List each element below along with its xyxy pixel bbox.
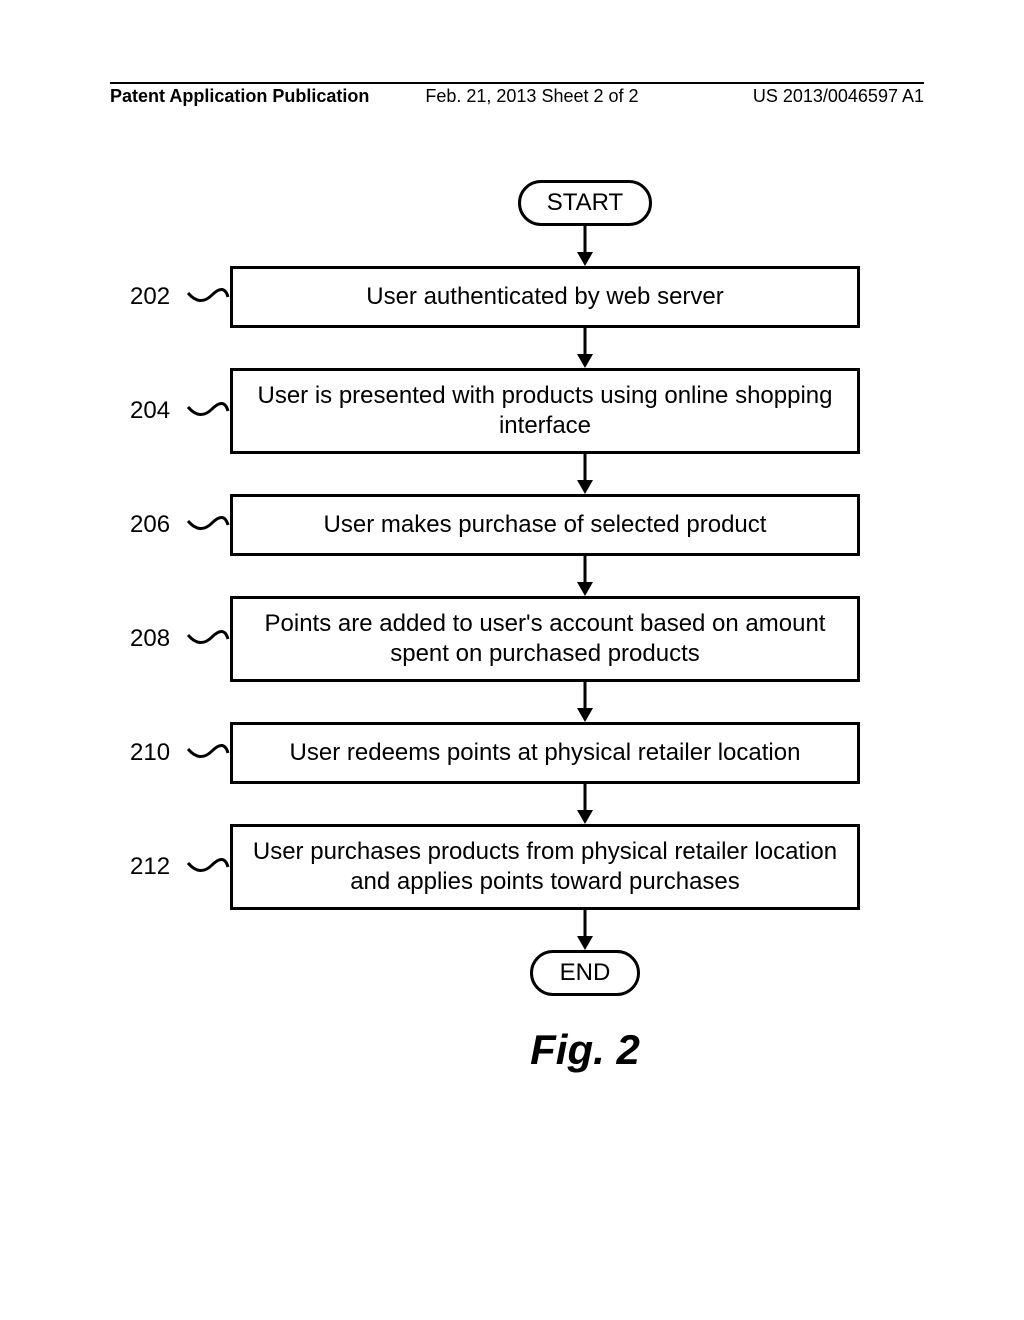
step-ref: 206: [130, 511, 186, 539]
flowchart: START 202 User authenticated by web serv…: [130, 180, 900, 1074]
step-206: 206 User makes purchase of selected prod…: [130, 494, 900, 556]
step-204: 204 User is presented with products usin…: [130, 368, 900, 454]
step-208: 208 Points are added to user's account b…: [130, 596, 900, 682]
step-ref: 202: [130, 283, 186, 311]
arrow-202-to-204: [270, 328, 900, 368]
arrow-212-to-end: [270, 910, 900, 950]
arrow-208-to-210: [270, 682, 900, 722]
step-box: User makes purchase of selected product: [230, 494, 860, 556]
arrow-210-to-212: [270, 784, 900, 824]
step-ref: 210: [130, 739, 186, 767]
step-210: 210 User redeems points at physical reta…: [130, 722, 900, 784]
end-terminal: END: [530, 950, 640, 996]
start-terminal-wrap: START: [270, 180, 900, 226]
page: Patent Application Publication Feb. 21, …: [0, 0, 1024, 1320]
page-header: Patent Application Publication Feb. 21, …: [110, 86, 924, 107]
step-ref: 204: [130, 397, 186, 425]
leader-line-icon: [186, 741, 230, 765]
arrow-206-to-208: [270, 556, 900, 596]
arrow-down-icon: [573, 556, 597, 596]
step-box: Points are added to user's account based…: [230, 596, 860, 682]
arrow-down-icon: [573, 682, 597, 722]
step-ref: 212: [130, 853, 186, 881]
arrow-down-icon: [573, 784, 597, 824]
leader-line-icon: [186, 855, 230, 879]
arrow-down-icon: [573, 910, 597, 950]
step-202: 202 User authenticated by web server: [130, 266, 900, 328]
step-box: User authenticated by web server: [230, 266, 860, 328]
arrow-down-icon: [573, 226, 597, 266]
arrow-start-to-202: [270, 226, 900, 266]
step-ref: 208: [130, 625, 186, 653]
figure-label: Fig. 2: [270, 1026, 900, 1074]
header-rule: [110, 82, 924, 84]
arrow-down-icon: [573, 328, 597, 368]
arrow-204-to-206: [270, 454, 900, 494]
start-terminal: START: [518, 180, 652, 226]
arrow-down-icon: [573, 454, 597, 494]
leader-line-icon: [186, 285, 230, 309]
step-212: 212 User purchases products from physica…: [130, 824, 900, 910]
leader-line-icon: [186, 627, 230, 651]
end-terminal-wrap: END: [270, 950, 900, 996]
leader-line-icon: [186, 399, 230, 423]
leader-line-icon: [186, 513, 230, 537]
header-left: Patent Application Publication: [110, 86, 369, 107]
header-right: US 2013/0046597 A1: [753, 86, 924, 107]
step-box: User is presented with products using on…: [230, 368, 860, 454]
step-box: User purchases products from physical re…: [230, 824, 860, 910]
step-box: User redeems points at physical retailer…: [230, 722, 860, 784]
header-mid: Feb. 21, 2013 Sheet 2 of 2: [425, 86, 638, 107]
